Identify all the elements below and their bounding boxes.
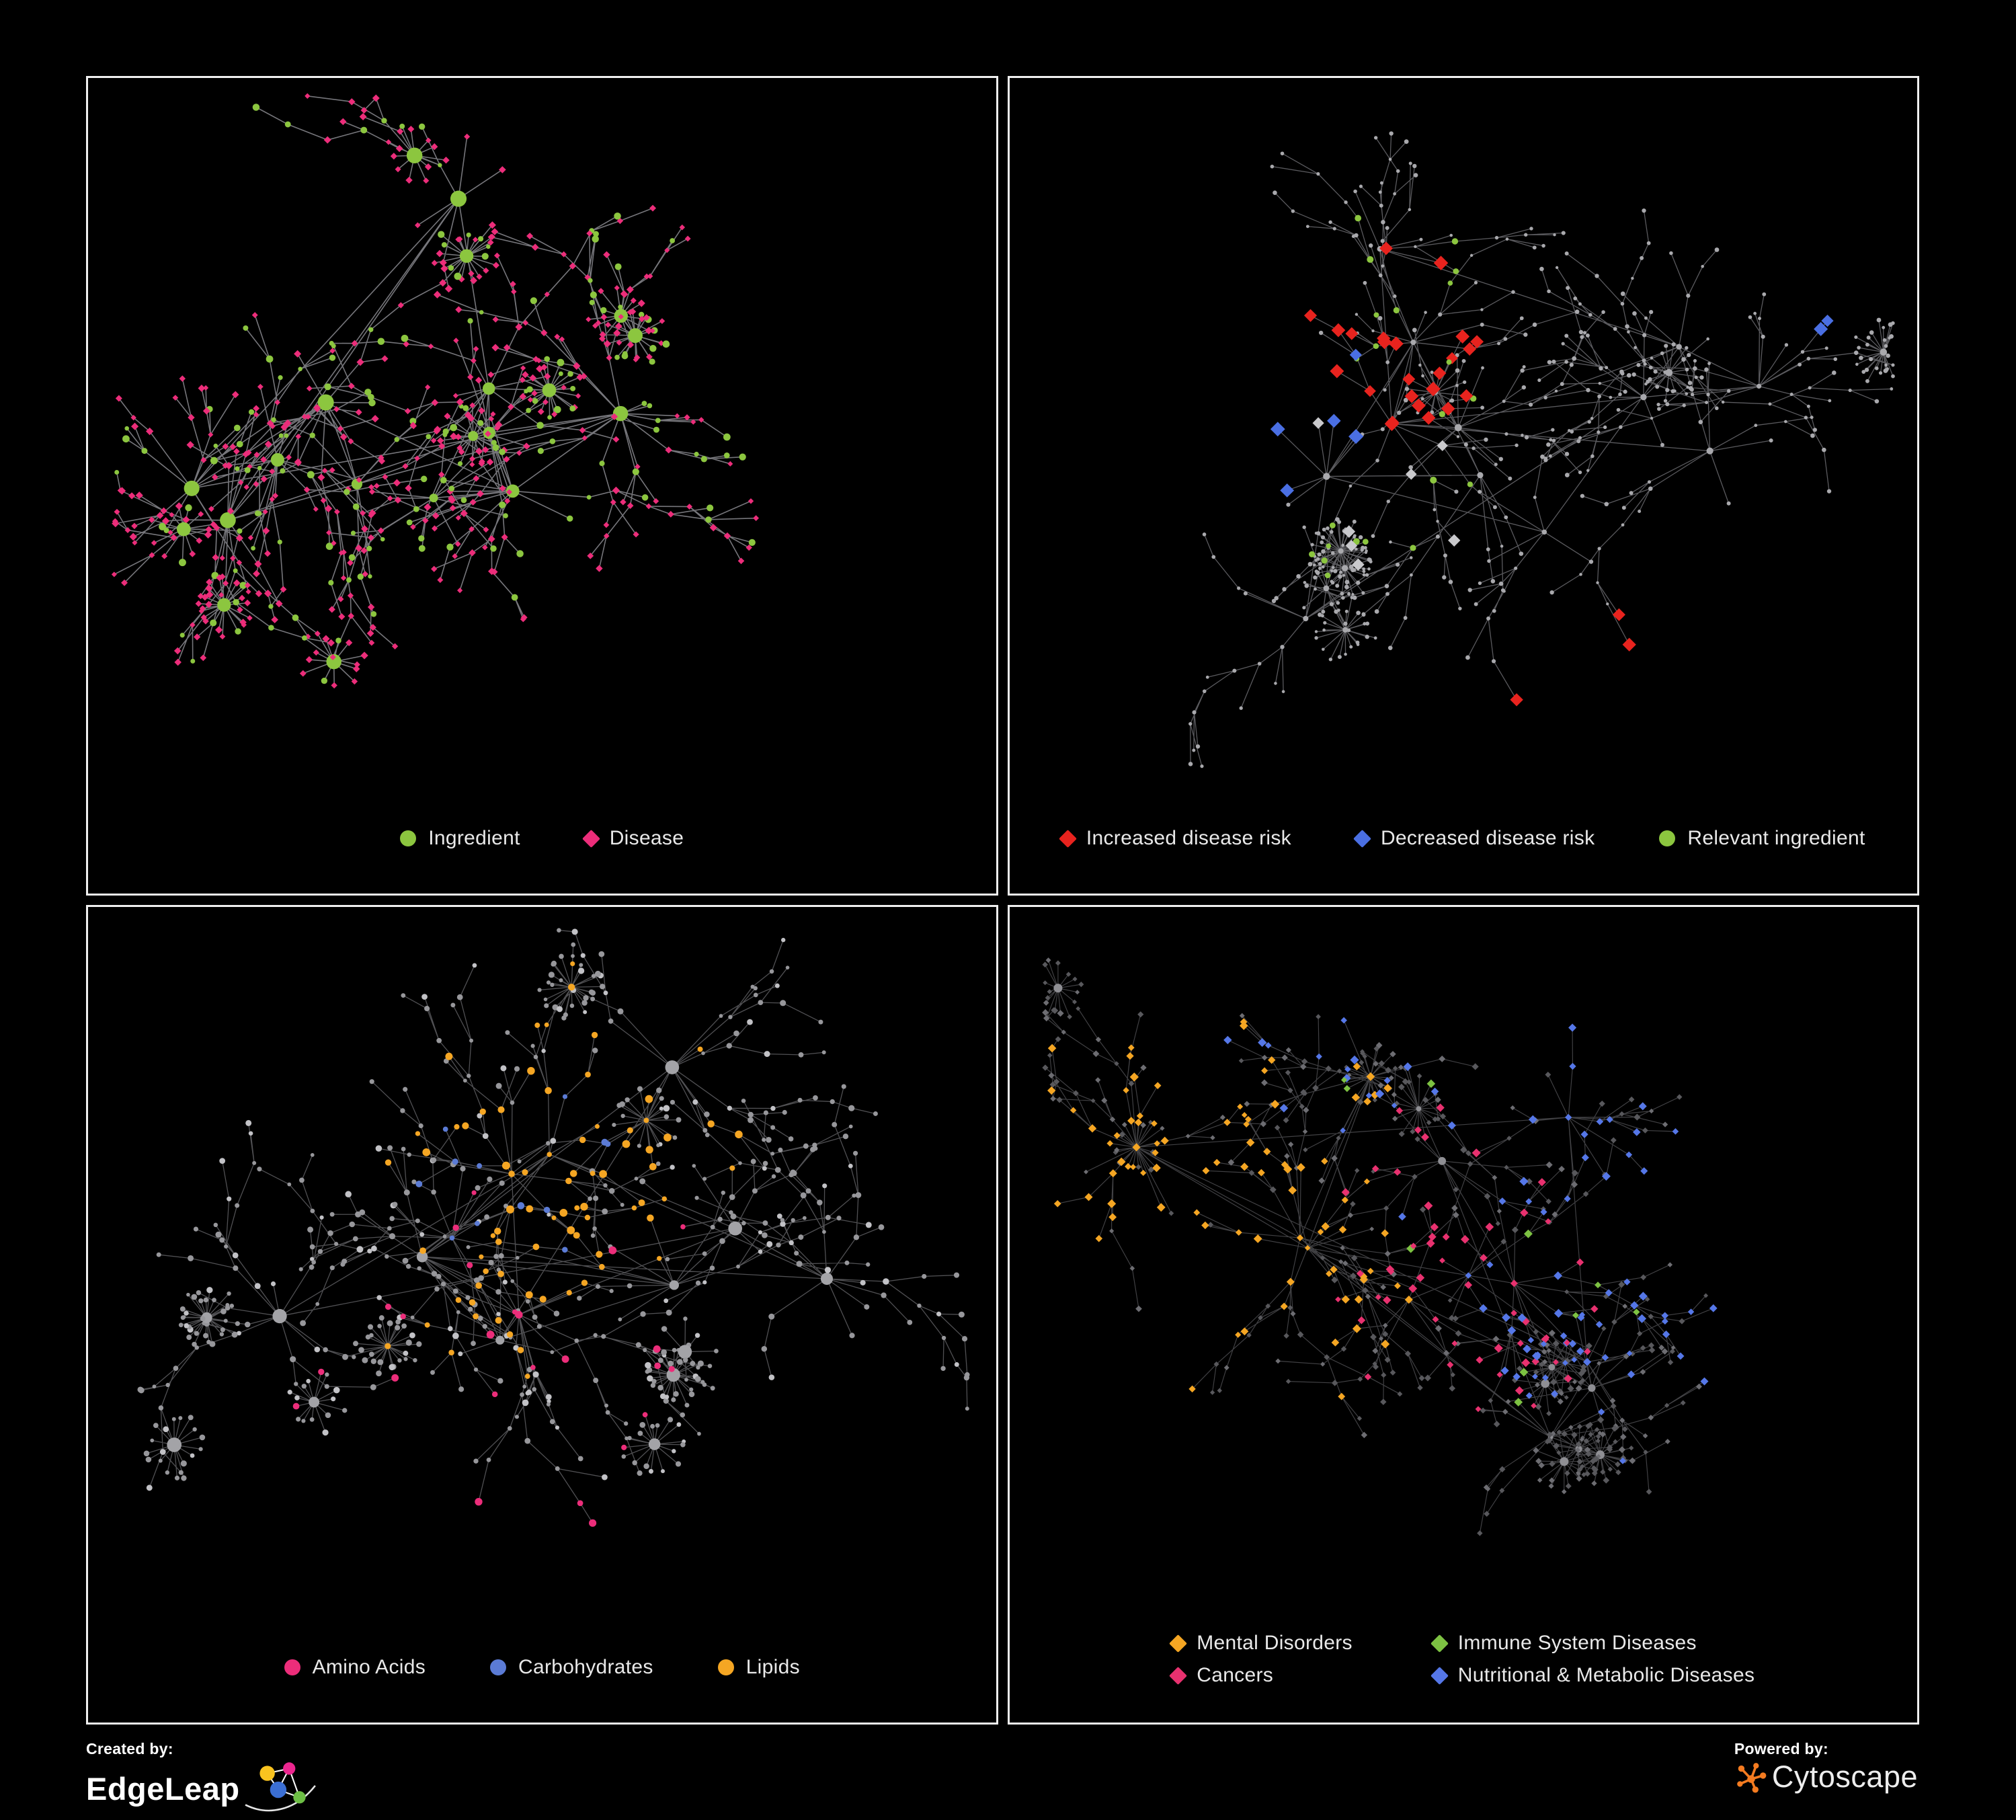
network-panel-grid: Ingredient Disease Increased disease ris… bbox=[86, 76, 1919, 1725]
legend-label: Amino Acids bbox=[312, 1656, 426, 1678]
edgeleap-branding: Created by: EdgeLeap bbox=[86, 1740, 319, 1817]
legend-label: Disease bbox=[609, 827, 684, 849]
legend-item: Increased disease risk bbox=[1058, 827, 1291, 850]
legend-marker-diamond-icon bbox=[1430, 1634, 1449, 1653]
edgeleap-logo-icon bbox=[245, 1762, 316, 1812]
legend-item: Mental Disorders bbox=[1169, 1632, 1353, 1655]
legend-marker-diamond-icon bbox=[581, 829, 600, 848]
panel-disease-risk: Increased disease risk Decreased disease… bbox=[1007, 76, 1919, 896]
legend-item: Relevant ingredient bbox=[1659, 827, 1865, 850]
legend-label: Immune System Diseases bbox=[1457, 1632, 1697, 1654]
network-graph-ingredient-disease bbox=[111, 93, 760, 689]
legend-item: Cancers bbox=[1169, 1664, 1353, 1687]
legend-item: Immune System Diseases bbox=[1430, 1632, 1755, 1655]
legend-marker-diamond-icon bbox=[1169, 1634, 1188, 1653]
legend-marker-diamond-icon bbox=[1353, 829, 1371, 848]
panel-disease-category: Mental Disorders Immune System Diseases … bbox=[1007, 905, 1919, 1725]
legend-marker-circle-icon bbox=[284, 1659, 300, 1675]
legend-label: Increased disease risk bbox=[1086, 827, 1291, 849]
cytoscape-branding: Powered by: Cytoscape bbox=[1734, 1740, 1918, 1794]
legend-marker-diamond-icon bbox=[1058, 829, 1077, 848]
legend-marker-circle-icon bbox=[490, 1659, 506, 1675]
legend-marker-circle-icon bbox=[1659, 830, 1676, 846]
network-graph-disease-risk bbox=[1188, 131, 1895, 768]
legend-label: Nutritional & Metabolic Diseases bbox=[1457, 1664, 1755, 1686]
legend-marker-circle-icon bbox=[717, 1659, 734, 1675]
legend-label: Ingredient bbox=[428, 827, 520, 849]
legend-item: Lipids bbox=[717, 1656, 800, 1679]
legend-item: Nutritional & Metabolic Diseases bbox=[1430, 1664, 1755, 1687]
network-legend: Mental Disorders Immune System Diseases … bbox=[1010, 1614, 1918, 1723]
network-graph-disease-category bbox=[1041, 957, 1718, 1536]
panel-ingredient-disease: Ingredient Disease bbox=[86, 76, 998, 896]
edgeleap-wordmark: EdgeLeap bbox=[86, 1770, 240, 1807]
panel-nutrient-class: Amino Acids Carbohydrates Lipids bbox=[86, 905, 998, 1725]
cytoscape-logo-icon bbox=[1737, 1763, 1767, 1793]
legend-item: Ingredient bbox=[400, 827, 520, 850]
legend-marker-diamond-icon bbox=[1430, 1666, 1449, 1685]
network-legend: Amino Acids Carbohydrates Lipids bbox=[88, 1630, 996, 1723]
legend-item: Carbohydrates bbox=[490, 1656, 653, 1679]
legend-label: Relevant ingredient bbox=[1687, 827, 1865, 849]
network-graph-nutrient-class bbox=[137, 928, 970, 1527]
legend-item: Decreased disease risk bbox=[1353, 827, 1595, 850]
legend-marker-circle-icon bbox=[400, 830, 417, 846]
legend-label: Carbohydrates bbox=[518, 1656, 653, 1678]
network-legend: Ingredient Disease bbox=[88, 801, 996, 894]
legend-label: Decreased disease risk bbox=[1380, 827, 1595, 849]
legend-label: Lipids bbox=[745, 1656, 800, 1678]
cytoscape-wordmark: Cytoscape bbox=[1771, 1759, 1918, 1794]
network-legend: Increased disease risk Decreased disease… bbox=[1010, 801, 1918, 894]
legend-label: Cancers bbox=[1197, 1664, 1274, 1686]
legend-marker-diamond-icon bbox=[1169, 1666, 1188, 1685]
legend-item: Disease bbox=[581, 827, 684, 850]
footer-branding: Created by: EdgeLeap Powered by: bbox=[86, 1740, 1918, 1817]
legend-label: Mental Disorders bbox=[1197, 1632, 1353, 1654]
legend-item: Amino Acids bbox=[284, 1656, 426, 1679]
powered-by-label: Powered by: bbox=[1734, 1740, 1828, 1757]
created-by-label: Created by: bbox=[86, 1740, 173, 1757]
